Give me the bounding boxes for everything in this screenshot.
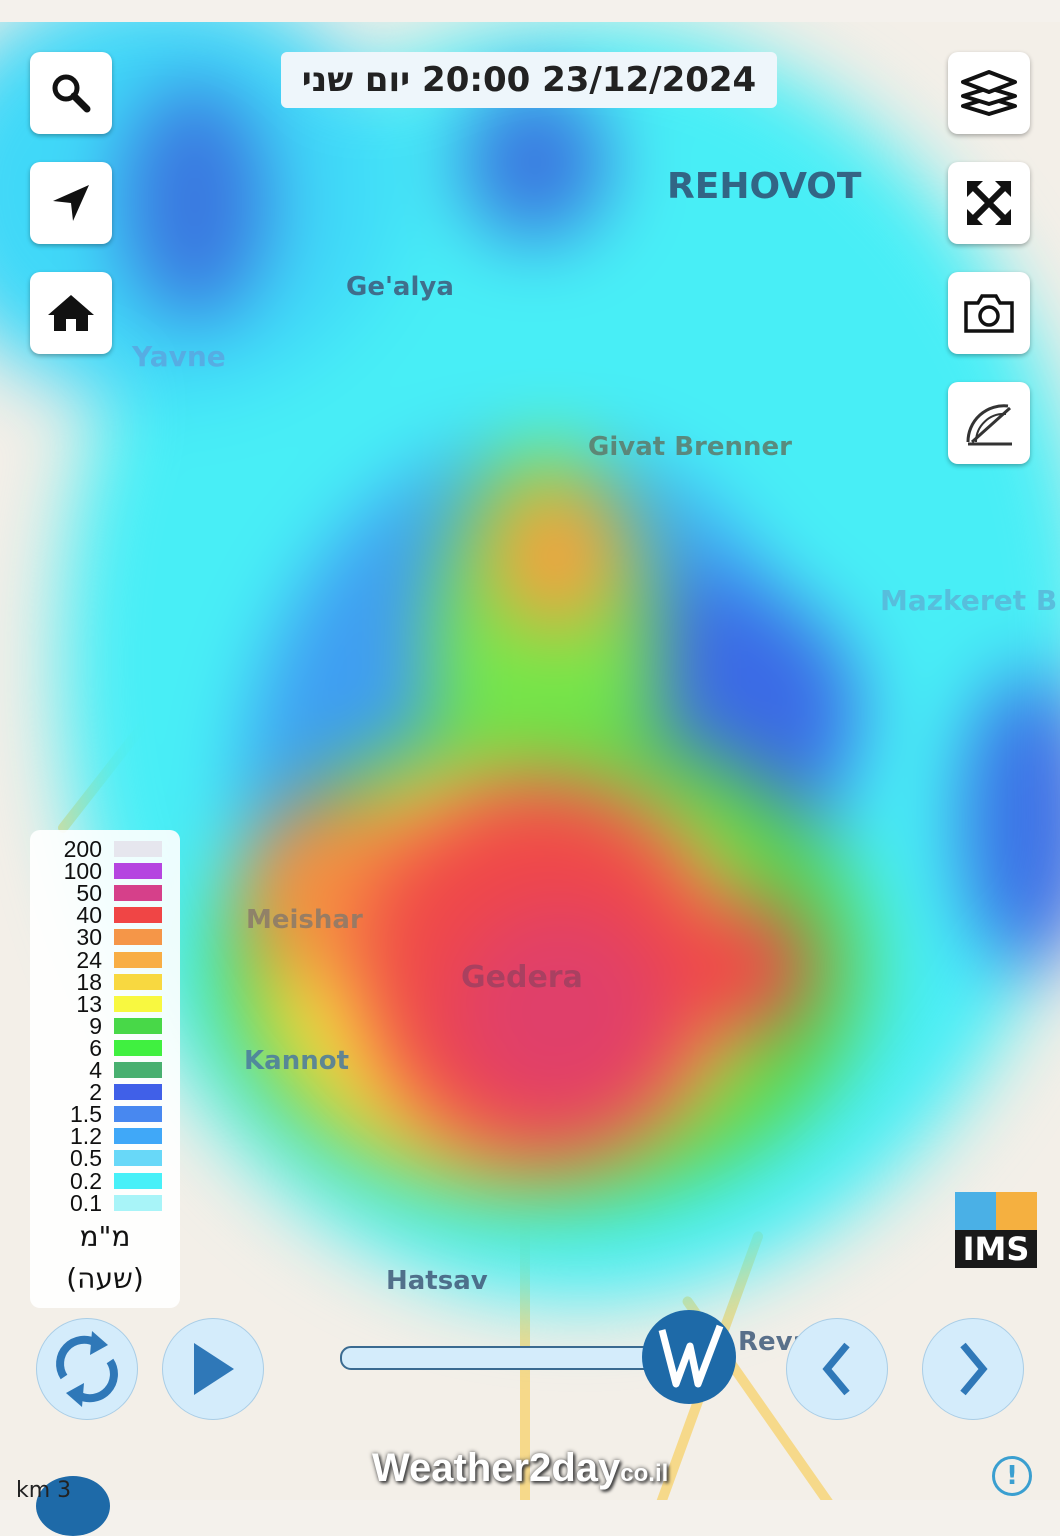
legend-swatch	[114, 907, 162, 924]
ims-logo-text: IMS	[955, 1230, 1037, 1268]
legend-value: 6	[89, 1034, 102, 1061]
legend-swatch	[114, 1172, 162, 1189]
legend-swatch	[114, 841, 162, 857]
legend-swatch	[114, 1106, 162, 1123]
legend-value: 9	[89, 1012, 102, 1039]
timeline-slider[interactable]	[340, 1346, 674, 1370]
legend-swatch	[114, 929, 162, 946]
legend-item: 24	[30, 946, 180, 973]
legend-value: 0.2	[70, 1167, 102, 1194]
legend-value: 50	[76, 880, 102, 907]
legend-item: 1.5	[30, 1101, 180, 1128]
legend-item: 0.1	[30, 1189, 180, 1216]
legend-value: 1.2	[70, 1123, 102, 1150]
previous-frame-button[interactable]	[786, 1318, 888, 1420]
legend-value: 0.1	[70, 1189, 102, 1216]
measure-protractor-icon	[966, 404, 1012, 446]
datetime-text: 23/12/2024 20:00 יום שני	[301, 60, 757, 100]
legend-swatch	[114, 1017, 162, 1034]
fullscreen-button[interactable]	[948, 162, 1030, 244]
legend-swatch	[114, 951, 162, 968]
legend-swatch	[114, 1194, 162, 1211]
precipitation-legend: 200 100 50 40 30 24 18 13 9 6 4 2 1.5 1.2 0.5 0.2 0.1 מ"מ…	[30, 830, 180, 1308]
locate-button[interactable]	[30, 162, 112, 244]
legend-swatch	[114, 1150, 162, 1167]
play-icon	[194, 1343, 234, 1395]
map-label-gealya: Ge'alya	[346, 272, 454, 302]
home-button[interactable]	[30, 272, 112, 354]
next-frame-button[interactable]	[922, 1318, 1024, 1420]
legend-swatch	[114, 1084, 162, 1101]
map-label-yavne: Yavne	[132, 340, 226, 373]
legend-swatch	[114, 1039, 162, 1056]
weather2day-watermark: Weather2dayco.il	[372, 1446, 668, 1491]
layers-icon	[961, 70, 1017, 116]
map-label-mazkeret: Mazkeret B	[880, 584, 1058, 617]
refresh-icon	[56, 1331, 118, 1407]
measure-button[interactable]	[948, 382, 1030, 464]
legend-item: 0.2	[30, 1167, 180, 1194]
legend-item: 200	[30, 836, 180, 862]
play-button[interactable]	[162, 1318, 264, 1420]
timeline-slider-handle[interactable]	[642, 1310, 736, 1404]
watermark-suffix: co.il	[620, 1460, 669, 1487]
scale-label: km 3	[16, 1478, 72, 1503]
radar-map[interactable]: REHOVOT Ge'alya Yavne Givat Brenner Mazk…	[0, 22, 1060, 1500]
home-icon	[48, 295, 94, 331]
watermark-text: Weather2day	[372, 1446, 621, 1490]
legend-item: 100	[30, 858, 180, 885]
legend-value: 30	[76, 924, 102, 951]
legend-item: 4	[30, 1057, 180, 1083]
weather2day-w-icon	[658, 1324, 724, 1388]
info-icon: !	[1006, 1461, 1018, 1491]
legend-value: 200	[63, 836, 102, 862]
map-label-givat-brenner: Givat Brenner	[588, 432, 792, 462]
camera-icon	[964, 294, 1014, 333]
navigate-arrow-icon	[53, 185, 89, 221]
info-button[interactable]: !	[992, 1456, 1032, 1496]
legend-value: 1.5	[70, 1101, 102, 1128]
legend-item: 9	[30, 1012, 180, 1039]
legend-value: 0.5	[70, 1145, 102, 1172]
legend-value: 18	[76, 968, 102, 995]
map-label-hatsav: Hatsav	[386, 1266, 488, 1296]
legend-item: 0.5	[30, 1145, 180, 1172]
legend-item: 6	[30, 1034, 180, 1061]
legend-item: 2	[30, 1079, 180, 1106]
legend-item: 30	[30, 924, 180, 951]
ims-logo: IMS	[955, 1192, 1037, 1268]
legend-item: 1.2	[30, 1123, 180, 1150]
legend-value: 40	[76, 902, 102, 929]
legend-swatch	[114, 1062, 162, 1078]
legend-value: 4	[89, 1057, 102, 1083]
search-button[interactable]	[30, 52, 112, 134]
legend-period: (שעה)	[66, 1262, 144, 1295]
screenshot-button[interactable]	[948, 272, 1030, 354]
legend-swatch	[114, 1128, 162, 1145]
map-label-rehovot: REHOVOT	[667, 166, 862, 207]
map-label-gedera: Gedera	[461, 960, 583, 995]
legend-item: 40	[30, 902, 180, 929]
refresh-button[interactable]	[36, 1318, 138, 1420]
search-icon	[52, 74, 91, 113]
chevron-right-icon	[960, 1342, 988, 1396]
legend-value: 13	[76, 990, 102, 1017]
map-label-kannot: Kannot	[244, 1046, 350, 1076]
legend-swatch	[114, 973, 162, 990]
legend-swatch	[114, 995, 162, 1012]
map-label-meishar: Meishar	[246, 905, 363, 935]
layers-button[interactable]	[948, 52, 1030, 134]
legend-swatch	[114, 863, 162, 880]
legend-value: 24	[76, 946, 102, 973]
legend-value: 2	[89, 1079, 102, 1106]
chevron-left-icon	[822, 1342, 850, 1396]
legend-unit: מ"מ	[79, 1220, 131, 1253]
legend-item: 13	[30, 990, 180, 1017]
legend-item: 50	[30, 880, 180, 907]
legend-swatch	[114, 885, 162, 902]
datetime-display: 23/12/2024 20:00 יום שני	[281, 52, 777, 108]
fullscreen-icon	[967, 181, 1011, 225]
legend-item: 18	[30, 968, 180, 995]
legend-value: 100	[63, 858, 102, 885]
